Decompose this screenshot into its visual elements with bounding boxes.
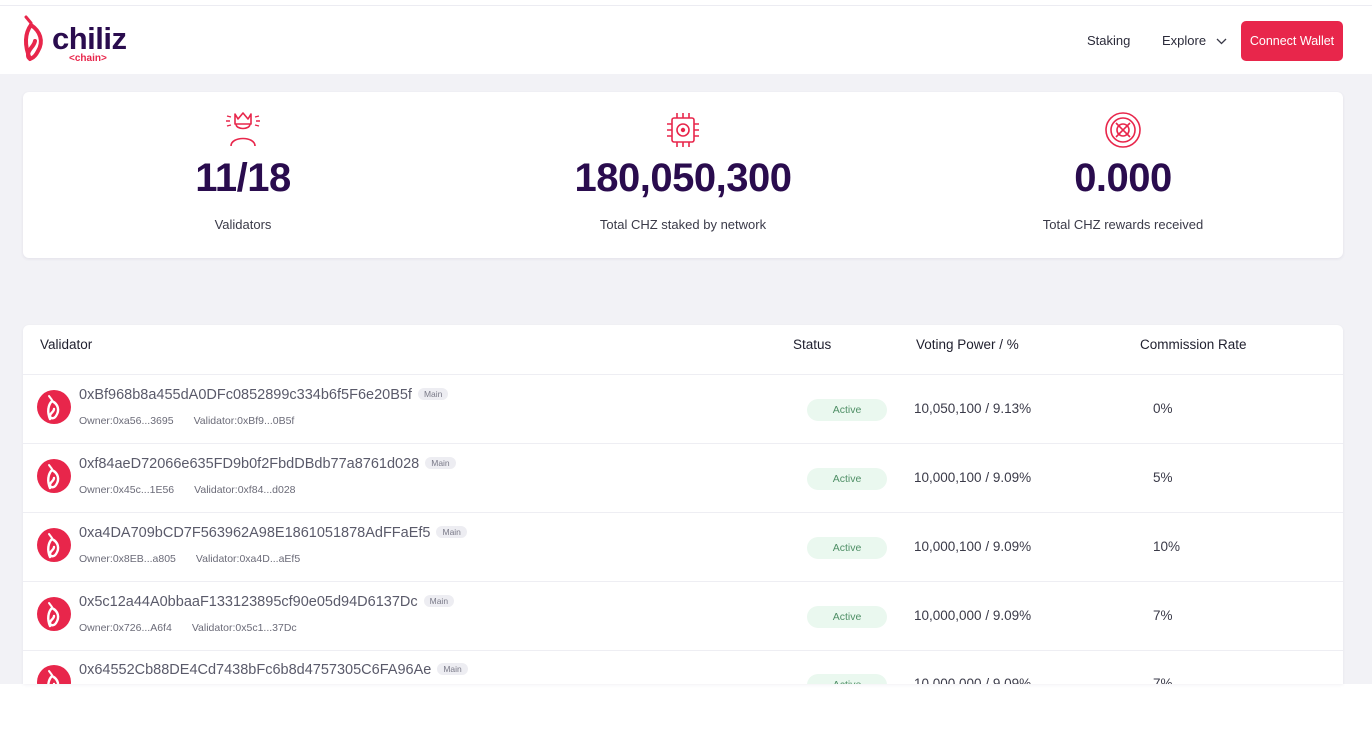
stat-label: Total CHZ rewards received: [1042, 217, 1204, 232]
chip-icon: [661, 108, 705, 152]
voting-power: 10,000,100 / 9.09%: [914, 470, 1032, 485]
header-commission-rate[interactable]: Commission Rate: [1140, 337, 1247, 352]
validator-address-text: 0xa4DA709bCD7F563962A98E1861051878AdFFaE…: [79, 525, 431, 541]
stat-validators: 11/18 Validators: [73, 92, 413, 258]
stat-label: Validators: [214, 217, 272, 232]
validator-avatar-icon: [37, 528, 71, 562]
table-header: Validator Status Voting Power / % Commis…: [23, 325, 1343, 375]
chevron-down-icon: [1216, 33, 1227, 48]
table-row[interactable]: 0xa4DA709bCD7F563962A98E1861051878AdFFaE…: [23, 513, 1343, 582]
validator-address-text: 0xBf968b8a455dA0DFc0852899c334b6f5F6e20B…: [79, 387, 412, 403]
stat-value: 180,050,300: [574, 156, 792, 200]
validator-short-address: Validator:0xBf9...0B5f: [193, 415, 295, 427]
validator-address-text: 0xf84aeD72066e635FD9b0f2FbdDBdb77a8761d0…: [79, 456, 420, 472]
target-icon: [1101, 108, 1145, 152]
network-badge: Main: [436, 526, 467, 538]
validator-address-text: 0x64552Cb88DE4Cd7438bFc6b8d4757305C6FA96…: [79, 662, 432, 678]
nav-explore-dropdown[interactable]: Explore: [1162, 7, 1227, 74]
validator-address-text: 0x5c12a44A0bbaaF133123895cf90e05d94D6137…: [79, 594, 418, 610]
connect-wallet-button[interactable]: Connect Wallet: [1241, 21, 1343, 61]
owner-address: Owner:0x726...A6f4: [79, 622, 172, 634]
commission-rate: 10%: [1153, 539, 1181, 554]
stat-label: Total CHZ staked by network: [599, 217, 767, 232]
network-badge: Main: [425, 457, 456, 469]
table-row[interactable]: 0xf84aeD72066e635FD9b0f2FbdDBdb77a8761d0…: [23, 444, 1343, 513]
owner-address: Owner:0x45c...1E56: [79, 484, 175, 496]
validator-address[interactable]: 0xf84aeD72066e635FD9b0f2FbdDBdb77a8761d0…: [79, 456, 456, 472]
validator-meta: Owner:0x726...A6f4 Validator:0x5c1...37Dc: [79, 622, 297, 634]
voting-power: 10,000,100 / 9.09%: [914, 539, 1032, 554]
header-voting-power[interactable]: Voting Power / %: [916, 337, 1019, 352]
table-row[interactable]: 0x64552Cb88DE4Cd7438bFc6b8d4757305C6FA96…: [23, 650, 1343, 684]
validator-meta: Owner:0x8EB...a805 Validator:0xa4D...aEf5: [79, 553, 300, 565]
header-status[interactable]: Status: [793, 337, 832, 352]
commission-rate: 7%: [1153, 608, 1173, 623]
stat-total-rewards: 0.000 Total CHZ rewards received: [953, 92, 1293, 258]
commission-rate: 7%: [1153, 676, 1173, 684]
stat-value: 0.000: [1074, 156, 1172, 200]
validator-short-address: Validator:0x5c1...37Dc: [191, 622, 297, 634]
top-border: [0, 0, 1372, 6]
status-badge: Active: [807, 468, 887, 490]
network-badge: Main: [417, 388, 449, 400]
commission-rate: 5%: [1153, 470, 1173, 485]
validator-short-address: Validator:0xf84...d028: [194, 484, 296, 496]
validator-meta: Owner:0x45c...1E56 Validator:0xf84...d028: [79, 484, 296, 496]
header-validator[interactable]: Validator: [40, 337, 93, 352]
validator-meta: Owner:0xa56...3695 Validator:0xBf9...0B5f: [79, 415, 294, 427]
status-badge: Active: [807, 606, 887, 628]
commission-rate: 0%: [1153, 401, 1173, 416]
logo-subtext: <chain>: [69, 53, 107, 64]
status-badge: Active: [807, 674, 887, 684]
owner-address: Owner:0x8EB...a805: [79, 553, 176, 565]
network-badge: Main: [437, 663, 468, 675]
nav-staking[interactable]: Staking: [1087, 7, 1130, 74]
owner-address: Owner:0xa56...3695: [79, 415, 174, 427]
validator-address[interactable]: 0xBf968b8a455dA0DFc0852899c334b6f5F6e20B…: [79, 387, 449, 403]
validator-address[interactable]: 0xa4DA709bCD7F563962A98E1861051878AdFFaE…: [79, 525, 467, 541]
chiliz-logo[interactable]: chiliz <chain>: [22, 15, 132, 67]
voting-power: 10,050,100 / 9.13%: [914, 401, 1032, 416]
validator-address[interactable]: 0x5c12a44A0bbaaF133123895cf90e05d94D6137…: [79, 594, 455, 610]
table-row[interactable]: 0xBf968b8a455dA0DFc0852899c334b6f5F6e20B…: [23, 375, 1343, 444]
status-badge: Active: [807, 399, 887, 421]
validator-avatar-icon: [37, 459, 71, 493]
nav-explore-label: Explore: [1162, 33, 1207, 48]
network-badge: Main: [423, 595, 455, 607]
validator-address[interactable]: 0x64552Cb88DE4Cd7438bFc6b8d4757305C6FA96…: [79, 662, 468, 678]
validators-table: Validator Status Voting Power / % Commis…: [23, 325, 1343, 684]
validator-short-address: Validator:0xa4D...aEf5: [195, 553, 301, 565]
validator-avatar-icon: [37, 390, 71, 424]
voting-power: 10,000,000 / 9.09%: [914, 676, 1032, 684]
logo-wordmark: chiliz: [52, 21, 127, 56]
stat-value: 11/18: [195, 156, 291, 200]
validator-avatar-icon: [37, 597, 71, 631]
stats-card: 11/18 Validators 180,050,300 Total CHZ s…: [23, 92, 1343, 258]
validator-crown-icon: [221, 108, 265, 152]
table-row[interactable]: 0x5c12a44A0bbaaF133123895cf90e05d94D6137…: [23, 582, 1343, 651]
chiliz-flame-icon: [24, 15, 43, 61]
stat-total-staked: 180,050,300 Total CHZ staked by network: [513, 92, 853, 258]
nav-staking-label: Staking: [1087, 33, 1131, 48]
validator-avatar-icon: [37, 665, 71, 684]
header: chiliz <chain> Staking Explore Connect W…: [0, 7, 1372, 74]
status-badge: Active: [807, 537, 887, 559]
voting-power: 10,000,000 / 9.09%: [914, 608, 1032, 623]
